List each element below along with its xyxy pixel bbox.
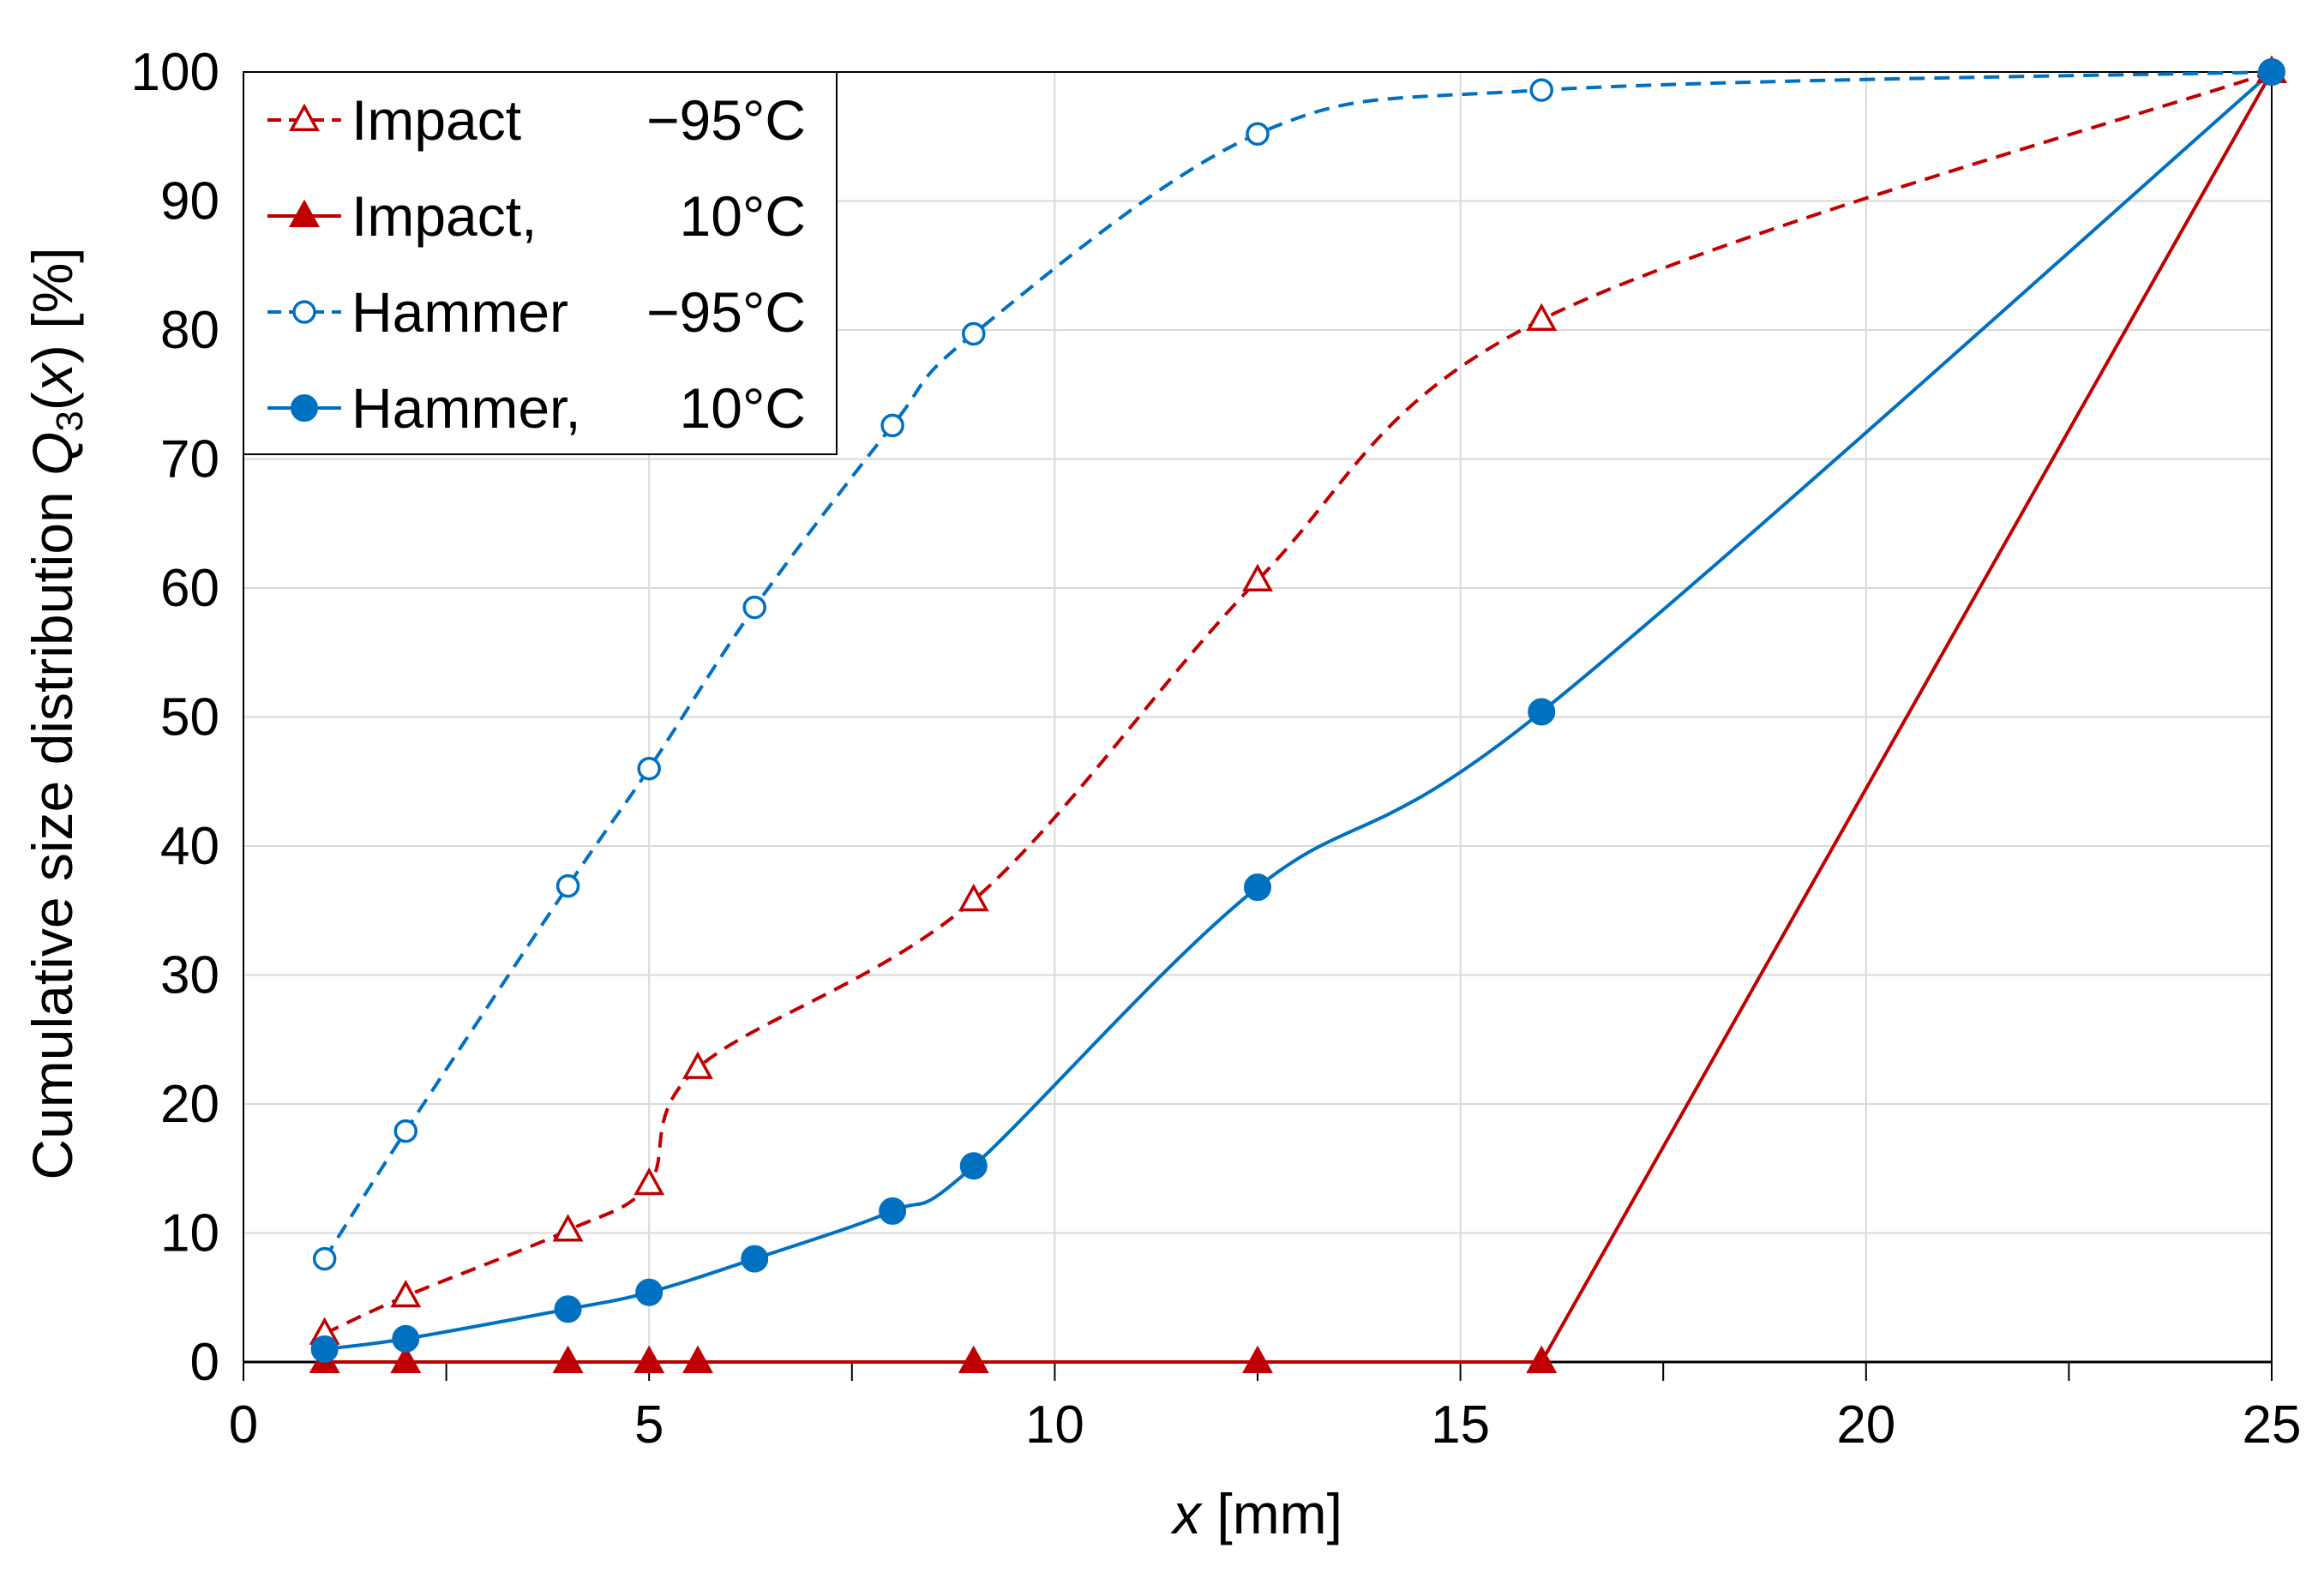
y-tick-label: 20 (160, 1075, 219, 1134)
data-point-hammer-minus95 (1246, 122, 1270, 146)
data-point-hammer-10 (959, 1152, 988, 1180)
y-tick-label: 60 (160, 559, 219, 618)
data-point-impact-10 (634, 1345, 665, 1373)
data-point-hammer-10 (392, 1324, 420, 1353)
data-point-impact-10 (1526, 1345, 1558, 1373)
data-point-hammer-10 (635, 1278, 664, 1306)
y-tick-label: 50 (160, 688, 219, 747)
data-point-hammer-10 (554, 1295, 582, 1323)
series-markers (309, 55, 2287, 1373)
data-point-impact-minus95 (958, 883, 989, 912)
legend-entry-impact-minus95: Impact −95°C (267, 88, 806, 152)
legend-temp-hammer-10: 10°C (680, 376, 806, 440)
data-point-hammer-minus95 (555, 873, 580, 898)
legend-entry-hammer-10: Hammer, 10°C (267, 376, 806, 440)
data-point-impact-minus95 (682, 1051, 713, 1079)
data-point-impact-10 (1242, 1345, 1273, 1373)
y-tick-label: 10 (160, 1204, 219, 1263)
legend-marker-hammer-10 (291, 394, 318, 422)
legend-label-hammer-minus95: Hammer (351, 280, 568, 344)
legend-temp-impact-minus95: −95°C (646, 88, 806, 152)
y-tick-label: 0 (190, 1333, 219, 1392)
y-tick-label: 90 (160, 172, 219, 231)
x-tick-label: 10 (1025, 1395, 1084, 1455)
data-point-impact-10 (682, 1345, 713, 1373)
data-point-hammer-10 (310, 1335, 339, 1363)
data-point-impact-minus95 (390, 1279, 422, 1308)
y-tick-label: 40 (160, 817, 219, 876)
x-tick-label: 5 (634, 1395, 664, 1455)
legend-entries: Impact −95°C Impact, 10°C Hammer −95°C Hammer,… (267, 88, 806, 440)
data-point-impact-minus95 (634, 1167, 665, 1196)
x-tick-label: 20 (1836, 1395, 1895, 1455)
data-point-hammer-10 (2258, 58, 2285, 86)
legend-marker-hammer-minus95 (292, 300, 316, 324)
y-axis-title-sub: 3 (49, 411, 91, 431)
data-point-hammer-minus95 (1529, 78, 1553, 102)
y-axis-title: Cumulative size distribution Q3(x) [%] (21, 247, 91, 1179)
y-tick-label: 100 (131, 43, 219, 102)
legend-entry-impact-10: Impact, 10°C (267, 184, 806, 248)
x-tick-label: 0 (229, 1395, 258, 1455)
legend-label-hammer-10: Hammer, (351, 376, 581, 440)
y-tick-label: 70 (160, 430, 219, 489)
data-point-impact-minus95 (1242, 563, 1273, 591)
data-point-impact-10 (390, 1345, 422, 1373)
data-point-hammer-minus95 (742, 595, 766, 620)
legend-entry-hammer-minus95: Hammer −95°C (267, 280, 806, 344)
legend-temp-hammer-minus95: −95°C (646, 280, 806, 344)
y-axis-title-unit: [%] (21, 247, 84, 345)
y-tick-label: 30 (160, 946, 219, 1005)
legend-label-impact-10: Impact, (351, 184, 537, 248)
data-point-impact-10 (552, 1345, 584, 1373)
data-point-hammer-10 (741, 1245, 769, 1273)
y-axis-title-var: Q (21, 432, 84, 476)
y-axis-title-paren-open: ( (21, 392, 84, 411)
x-tick-label: 15 (1431, 1395, 1490, 1455)
data-point-hammer-minus95 (962, 321, 986, 346)
y-axis-title-paren-close: ) (21, 345, 84, 363)
data-point-hammer-minus95 (312, 1246, 337, 1271)
legend-marker-impact-10 (289, 199, 320, 227)
data-point-hammer-minus95 (393, 1119, 418, 1143)
y-tick-label: 80 (160, 301, 219, 360)
x-axis-title-var: x (1170, 1482, 1203, 1545)
data-point-hammer-minus95 (880, 413, 904, 438)
data-point-hammer-10 (879, 1197, 907, 1225)
legend-marker-impact-minus95 (289, 103, 320, 131)
data-point-hammer-minus95 (637, 756, 661, 781)
legend-box (243, 71, 838, 455)
data-point-impact-10 (958, 1345, 989, 1373)
data-point-hammer-10 (1244, 873, 1271, 902)
data-point-impact-minus95 (552, 1214, 584, 1242)
x-tick-label: 25 (2243, 1395, 2302, 1455)
data-point-hammer-10 (1528, 698, 1556, 726)
x-axis-title-unit: [mm] (1201, 1482, 1342, 1545)
legend: Impact −95°C Impact, 10°C Hammer −95°C Hammer,… (243, 71, 838, 455)
legend-label-impact-minus95: Impact (351, 88, 521, 152)
x-axis-title: x [mm] (1170, 1482, 1342, 1545)
data-point-impact-minus95 (1526, 303, 1558, 331)
legend-temp-impact-10: 10°C (680, 184, 806, 248)
y-axis-title-arg: x (21, 362, 84, 394)
y-axis-title-prefix: Cumulative size distribution (21, 476, 84, 1180)
